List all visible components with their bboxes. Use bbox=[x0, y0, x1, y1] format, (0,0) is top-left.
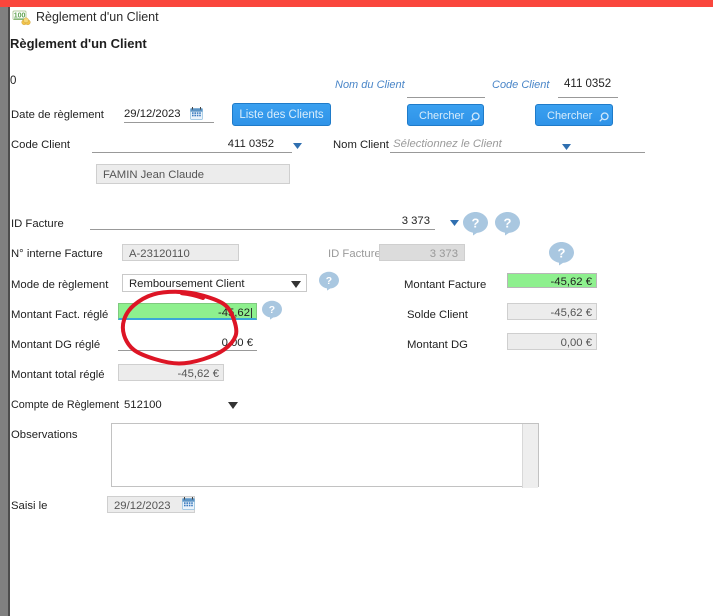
svg-text:?: ? bbox=[504, 216, 512, 231]
svg-text:?: ? bbox=[326, 276, 332, 287]
svg-text:?: ? bbox=[472, 216, 480, 231]
svg-text:?: ? bbox=[558, 246, 566, 261]
svg-text:?: ? bbox=[269, 305, 275, 316]
